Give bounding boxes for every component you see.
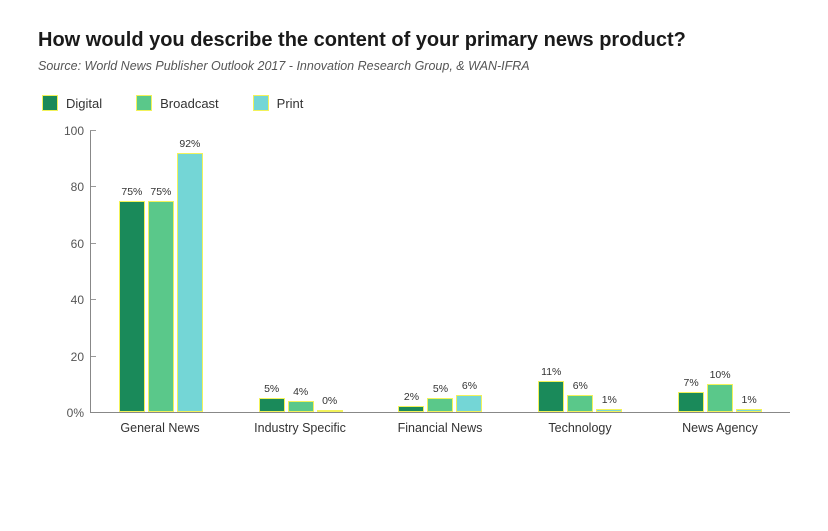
bar-value-label: 4%	[293, 386, 308, 398]
bar-group: 5%4%0%	[231, 131, 371, 412]
legend-swatch	[253, 95, 269, 111]
chart-title: How would you describe the content of yo…	[38, 28, 790, 53]
y-axis: 0%20406080100	[56, 131, 90, 413]
y-tick-label: 100	[64, 124, 84, 138]
bar-value-label: 75%	[150, 186, 171, 198]
legend-item: Digital	[42, 95, 102, 111]
x-axis-label: General News	[90, 413, 230, 441]
bar: 5%	[427, 398, 453, 412]
bar: 1%	[736, 409, 762, 412]
chart-source: Source: World News Publisher Outlook 201…	[38, 59, 790, 73]
bar: 11%	[538, 381, 564, 412]
legend: Digital Broadcast Print	[42, 95, 790, 111]
bar-value-label: 1%	[602, 394, 617, 406]
legend-label: Broadcast	[160, 96, 219, 111]
x-axis-label: Industry Specific	[230, 413, 370, 441]
bar-value-label: 1%	[741, 394, 756, 406]
chart: 0%20406080100 75%75%92%5%4%0%2%5%6%11%6%…	[56, 131, 790, 441]
legend-item: Broadcast	[136, 95, 219, 111]
y-tick-label: 20	[71, 350, 84, 364]
y-tick-label: 60	[71, 237, 84, 251]
bar-value-label: 2%	[404, 391, 419, 403]
legend-item: Print	[253, 95, 304, 111]
x-axis-labels: General NewsIndustry SpecificFinancial N…	[90, 413, 790, 441]
bar-value-label: 5%	[264, 383, 279, 395]
bar: 92%	[177, 153, 203, 412]
bar-group: 75%75%92%	[91, 131, 231, 412]
legend-label: Digital	[66, 96, 102, 111]
bar: 1%	[596, 409, 622, 412]
bar-value-label: 75%	[121, 186, 142, 198]
y-tick-label: 40	[71, 293, 84, 307]
bar: 6%	[567, 395, 593, 412]
legend-label: Print	[277, 96, 304, 111]
legend-swatch	[136, 95, 152, 111]
bar-group: 11%6%1%	[510, 131, 650, 412]
bar-value-label: 11%	[541, 366, 561, 378]
bar: 75%	[148, 201, 174, 412]
y-tick-label: 80	[71, 180, 84, 194]
x-axis-label: Financial News	[370, 413, 510, 441]
plot-area: 75%75%92%5%4%0%2%5%6%11%6%1%7%10%1%	[90, 131, 790, 413]
bar: 0%	[317, 410, 343, 412]
legend-swatch	[42, 95, 58, 111]
bar-value-label: 10%	[710, 369, 731, 381]
bar: 7%	[678, 392, 704, 412]
bar-value-label: 92%	[179, 138, 200, 150]
bar: 6%	[456, 395, 482, 412]
bar-value-label: 6%	[573, 380, 588, 392]
x-axis-label: Technology	[510, 413, 650, 441]
bar: 2%	[398, 406, 424, 412]
bar-groups: 75%75%92%5%4%0%2%5%6%11%6%1%7%10%1%	[91, 131, 790, 412]
y-tick-label: 0%	[67, 406, 84, 420]
x-axis-label: News Agency	[650, 413, 790, 441]
bar-value-label: 5%	[433, 383, 448, 395]
bar-value-label: 0%	[322, 395, 337, 407]
bar-group: 7%10%1%	[650, 131, 790, 412]
bar: 4%	[288, 401, 314, 412]
bar-group: 2%5%6%	[371, 131, 511, 412]
bar: 75%	[119, 201, 145, 412]
bar: 10%	[707, 384, 733, 412]
bar-value-label: 7%	[683, 377, 698, 389]
bar-value-label: 6%	[462, 380, 477, 392]
bar: 5%	[259, 398, 285, 412]
